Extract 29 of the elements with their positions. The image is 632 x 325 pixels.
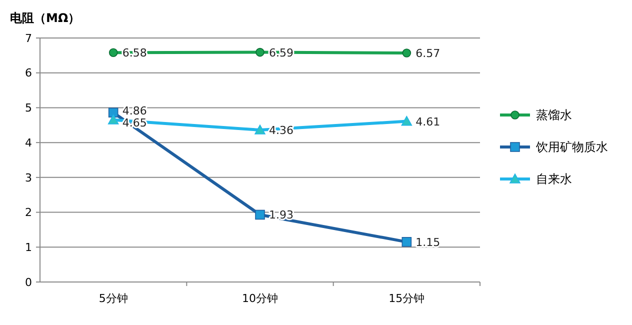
data-label: 4.86 xyxy=(122,104,147,118)
y-tick-label: 5 xyxy=(25,102,32,115)
y-tick-label: 0 xyxy=(25,276,32,289)
legend-label: 蒸馏水 xyxy=(536,108,572,122)
x-tick-label: 10分钟 xyxy=(242,292,278,305)
legend-label: 饮用矿物质水 xyxy=(535,140,608,154)
y-tick-label: 6 xyxy=(25,66,32,80)
data-label: 6.57 xyxy=(416,46,440,60)
y-tick-label: 1 xyxy=(25,240,32,254)
point xyxy=(108,48,118,58)
legend-label: 自来水 xyxy=(536,172,572,186)
point xyxy=(402,48,412,58)
data-label: 1.15 xyxy=(416,236,440,249)
y-tick-label: 3 xyxy=(25,171,32,184)
point xyxy=(108,108,118,118)
point xyxy=(401,116,412,126)
point xyxy=(402,237,412,247)
y-tick-label: 2 xyxy=(25,206,32,220)
point xyxy=(256,48,264,57)
point xyxy=(254,124,266,134)
y-axis-title: 电阻（MΩ） xyxy=(10,11,80,25)
x-tick-label: 5分钟 xyxy=(98,292,128,305)
data-label: 6.58 xyxy=(122,46,147,60)
y-tick-label: 7 xyxy=(25,32,32,45)
point xyxy=(255,210,265,220)
y-tick-label: 4 xyxy=(25,136,32,150)
x-tick-label: 15分钟 xyxy=(388,292,425,305)
point xyxy=(108,114,119,124)
data-label: 4.61 xyxy=(416,115,440,128)
